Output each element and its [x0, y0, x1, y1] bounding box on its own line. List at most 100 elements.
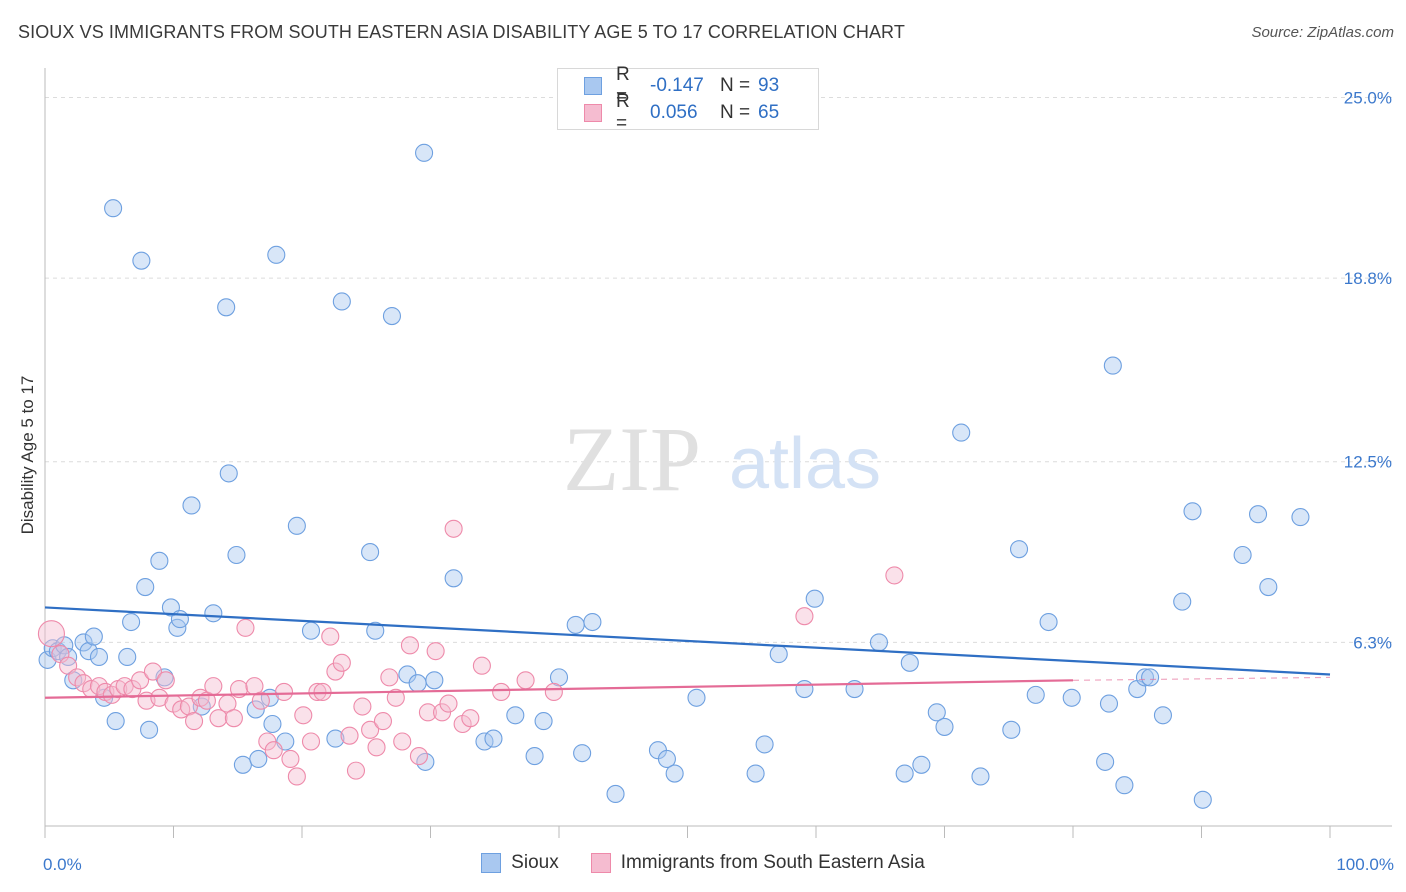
- data-point: [795, 607, 814, 626]
- data-point: [1039, 612, 1058, 632]
- data-point: [37, 620, 65, 648]
- data-point: [156, 671, 175, 690]
- data-point: [249, 749, 268, 769]
- data-point: [185, 712, 204, 731]
- watermark-atlas: atlas: [729, 424, 881, 504]
- data-point: [1099, 694, 1119, 713]
- data-point: [566, 615, 585, 634]
- data-point: [1173, 592, 1192, 611]
- data-point: [573, 744, 592, 763]
- y-tick-label: 18.8%: [1344, 269, 1392, 288]
- data-point: [927, 703, 946, 722]
- data-point: [294, 706, 313, 725]
- data-point: [657, 749, 676, 769]
- data-point: [140, 720, 159, 739]
- gridlines: [45, 96, 1392, 643]
- data-point: [301, 732, 321, 751]
- data-point: [1248, 505, 1268, 524]
- data-point: [132, 251, 151, 270]
- data-point: [1115, 776, 1134, 795]
- data-point: [687, 688, 706, 707]
- legend-label-sioux: Sioux: [511, 852, 559, 873]
- legend-row-immigrants: R = 0.056 N = 65: [584, 91, 780, 134]
- data-points: [37, 143, 1310, 809]
- data-point: [805, 589, 824, 608]
- n-label: N =: [720, 75, 751, 96]
- data-point: [340, 726, 359, 745]
- data-point: [104, 199, 123, 218]
- data-point: [492, 682, 511, 702]
- watermark: ZIP atlas: [563, 408, 881, 510]
- data-point: [506, 706, 525, 725]
- data-point: [281, 749, 300, 769]
- data-point: [155, 668, 174, 687]
- data-point: [143, 662, 162, 681]
- data-point: [287, 516, 306, 535]
- y-tick-label: 25.0%: [1344, 88, 1392, 107]
- data-point: [332, 653, 351, 672]
- data-point: [415, 143, 434, 162]
- data-point: [366, 621, 385, 640]
- data-point: [287, 767, 306, 786]
- immigrants-swatch: [584, 104, 602, 122]
- data-point: [444, 519, 463, 538]
- data-point: [409, 747, 428, 766]
- data-point: [1002, 720, 1021, 739]
- data-point: [583, 612, 602, 632]
- immigrants-trend-line: [44, 679, 1074, 699]
- data-point: [386, 688, 405, 707]
- data-point: [900, 653, 919, 672]
- axes: [44, 68, 1392, 838]
- data-point: [393, 732, 412, 751]
- n-value: 65: [758, 102, 780, 123]
- data-point: [408, 674, 427, 693]
- data-point: [606, 784, 625, 803]
- legend-label-immigrants: Immigrants from South Eastern Asia: [620, 852, 925, 873]
- data-point: [264, 741, 283, 760]
- immigrants-points: [37, 519, 904, 786]
- data-point: [74, 633, 93, 652]
- data-point: [439, 694, 458, 713]
- sioux-points: [38, 143, 1310, 809]
- chart-title: SIOUX VS IMMIGRANTS FROM SOUTH EASTERN A…: [18, 22, 905, 42]
- watermark-zip: ZIP: [563, 408, 701, 510]
- data-point: [1153, 706, 1172, 725]
- data-point: [1233, 545, 1252, 565]
- data-point: [353, 697, 372, 716]
- data-point: [380, 668, 399, 687]
- data-point: [935, 717, 954, 736]
- r-label: R =: [616, 64, 630, 107]
- data-point: [217, 298, 236, 317]
- legend-item-sioux[interactable]: Sioux: [481, 852, 559, 874]
- data-point: [1062, 688, 1081, 707]
- data-point: [525, 747, 544, 766]
- data-point: [1183, 502, 1202, 521]
- data-point: [361, 720, 380, 739]
- data-point: [233, 755, 252, 774]
- data-point: [755, 735, 774, 754]
- data-point: [912, 755, 931, 774]
- y-tick-label: 12.5%: [1344, 453, 1392, 472]
- data-point: [224, 709, 243, 728]
- r-value: -0.147: [650, 75, 704, 96]
- sioux-trend-line: [44, 606, 1331, 676]
- data-point: [1096, 752, 1115, 771]
- data-point: [204, 604, 223, 623]
- data-point: [236, 618, 255, 637]
- data-point: [301, 621, 321, 640]
- data-point: [746, 764, 765, 783]
- data-point: [321, 627, 340, 646]
- data-point: [1135, 668, 1155, 687]
- x-tick-label: 100.0%: [1336, 855, 1394, 874]
- data-point: [89, 647, 109, 667]
- data-point: [246, 700, 265, 719]
- data-point: [367, 738, 386, 757]
- legend-item-immigrants[interactable]: Immigrants from South Eastern Asia: [590, 852, 925, 874]
- data-point: [1009, 540, 1029, 559]
- data-point: [544, 682, 563, 702]
- data-point: [361, 543, 380, 562]
- data-point: [136, 577, 155, 597]
- legend-row-sioux: R = -0.147 N = 93: [584, 64, 779, 107]
- data-point: [472, 656, 491, 675]
- data-point: [971, 767, 990, 786]
